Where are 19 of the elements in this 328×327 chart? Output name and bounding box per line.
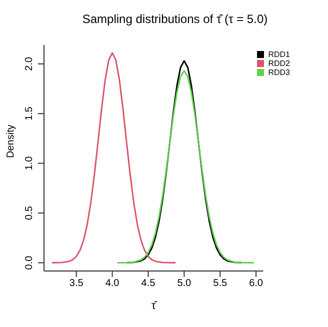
- legend-label: RDD1: [268, 50, 290, 59]
- x-axis-title: τ̂: [151, 300, 158, 312]
- legend-label: RDD3: [268, 68, 290, 77]
- y-tick-label: 0.0: [24, 255, 35, 270]
- line-series: [51, 52, 176, 264]
- x-tick-label: 6.0: [249, 278, 264, 290]
- x-tick-label: 5.5: [213, 278, 228, 290]
- y-axis-title: Density: [6, 124, 17, 158]
- line-series: [116, 70, 255, 264]
- y-tick-label: 1.0: [24, 156, 35, 170]
- x-tick-label: 4.0: [105, 278, 120, 290]
- y-tick-label: 1.5: [24, 106, 35, 121]
- chart-title: Sampling distributions of τ̂ (τ = 5.0): [81, 12, 269, 26]
- x-tick-label: 5.0: [177, 278, 192, 290]
- y-tick-label: 0.5: [24, 206, 35, 220]
- x-tick-label: 3.5: [69, 278, 84, 290]
- legend-label: RDD2: [268, 59, 290, 68]
- x-tick-label: 4.5: [141, 278, 156, 290]
- y-tick-label: 2.0: [24, 56, 35, 71]
